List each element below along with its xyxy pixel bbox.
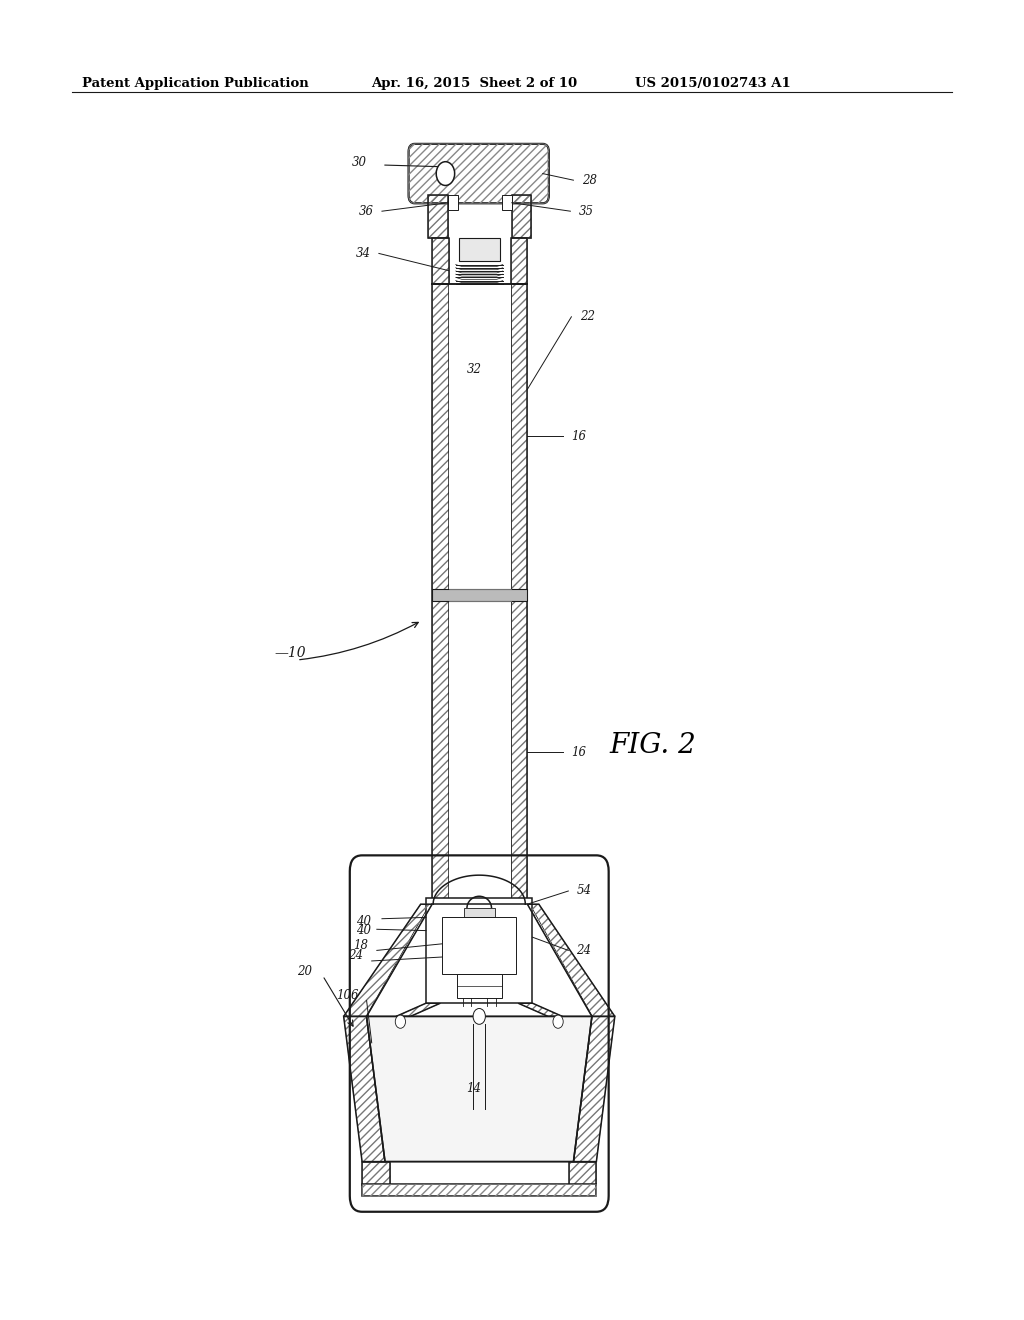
FancyBboxPatch shape	[409, 144, 549, 203]
Text: Apr. 16, 2015  Sheet 2 of 10: Apr. 16, 2015 Sheet 2 of 10	[371, 77, 577, 90]
Text: US 2015/0102743 A1: US 2015/0102743 A1	[635, 77, 791, 90]
Bar	[442, 917, 516, 974]
Circle shape	[553, 1015, 563, 1028]
Text: 36: 36	[358, 205, 374, 218]
Bar	[362, 1184, 596, 1196]
Text: 30: 30	[351, 156, 367, 169]
Circle shape	[473, 1008, 485, 1024]
Text: 20: 20	[297, 965, 312, 978]
Text: 34: 34	[355, 247, 371, 260]
Text: 106: 106	[336, 989, 358, 1002]
Text: 28: 28	[582, 174, 597, 186]
Text: 24: 24	[348, 949, 364, 962]
Polygon shape	[367, 1016, 592, 1162]
Text: 32: 32	[467, 363, 481, 376]
Text: 16: 16	[571, 430, 587, 442]
Bar	[464, 908, 495, 917]
Bar	[432, 589, 527, 601]
Bar	[459, 238, 500, 261]
Text: 18: 18	[353, 939, 369, 952]
Text: 14: 14	[467, 1082, 481, 1096]
Text: 22: 22	[580, 310, 595, 323]
Text: 16: 16	[571, 746, 587, 759]
Text: 40: 40	[355, 924, 371, 937]
Text: FIG. 2: FIG. 2	[609, 733, 696, 759]
Text: 24: 24	[577, 944, 592, 957]
Text: 54: 54	[577, 884, 592, 898]
Bar	[362, 1184, 596, 1196]
Bar	[449, 284, 511, 904]
Text: 40: 40	[355, 915, 371, 928]
Bar	[502, 195, 512, 210]
Bar	[447, 195, 458, 210]
Text: —10: —10	[274, 647, 306, 660]
Polygon shape	[367, 904, 592, 1016]
Text: Patent Application Publication: Patent Application Publication	[82, 77, 308, 90]
Bar	[457, 974, 502, 998]
Bar	[426, 898, 532, 1003]
Circle shape	[395, 1015, 406, 1028]
Circle shape	[436, 161, 455, 186]
Text: 35: 35	[579, 205, 594, 218]
